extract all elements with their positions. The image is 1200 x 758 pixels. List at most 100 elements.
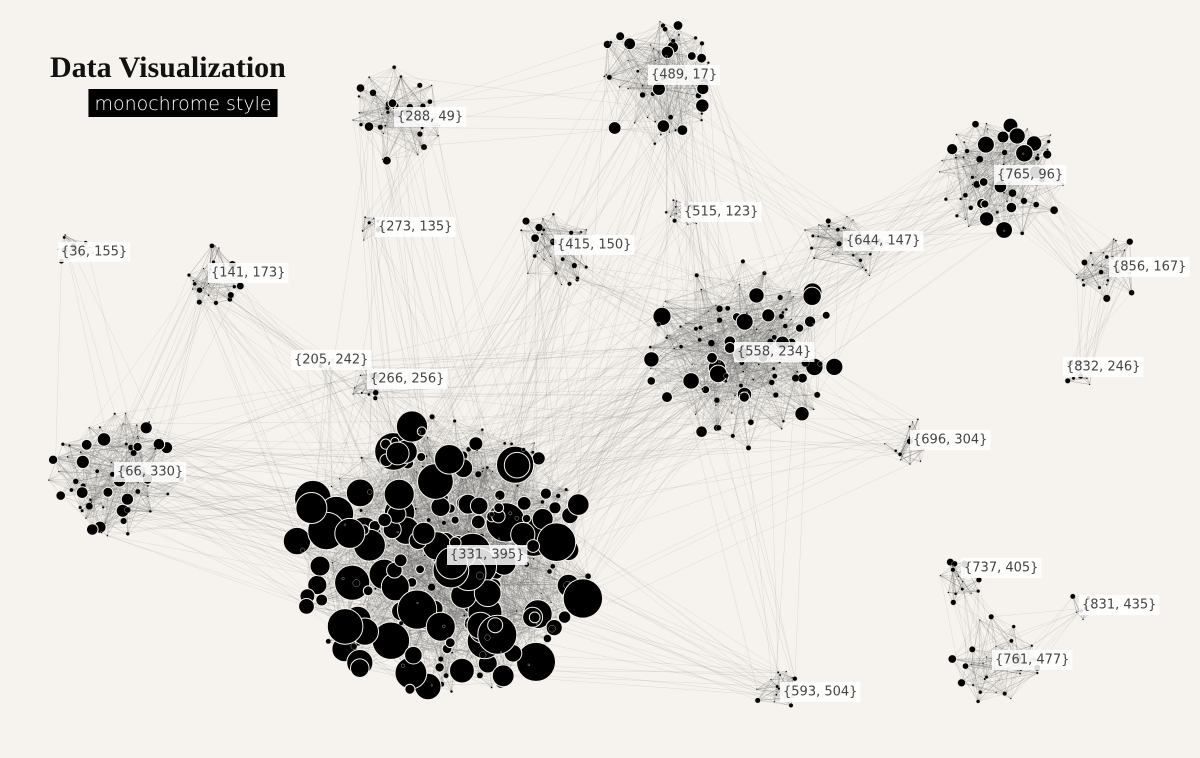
edge <box>634 21 661 123</box>
edge <box>1006 183 1010 202</box>
edge <box>626 47 676 131</box>
edge <box>360 88 362 125</box>
edge <box>677 82 683 131</box>
edge <box>375 95 382 115</box>
edge <box>609 25 664 78</box>
edge <box>604 76 615 129</box>
edge <box>363 218 374 241</box>
edge <box>609 29 666 78</box>
edge <box>359 77 401 113</box>
edge <box>550 256 578 279</box>
edge <box>666 212 677 214</box>
edge <box>527 214 554 274</box>
edge <box>965 195 969 227</box>
edge <box>634 44 651 123</box>
edge <box>363 217 366 241</box>
edge <box>1006 201 1055 211</box>
edge <box>1037 141 1049 155</box>
edge <box>670 95 699 118</box>
edge <box>541 234 551 257</box>
edge <box>952 149 969 227</box>
edge <box>984 143 1003 223</box>
edge <box>363 222 370 241</box>
edge <box>534 255 570 284</box>
edge <box>542 218 562 285</box>
edge <box>955 154 980 160</box>
edge <box>362 217 366 231</box>
edge <box>962 166 985 223</box>
edge <box>627 60 664 127</box>
edge <box>380 67 395 128</box>
edge <box>534 214 554 239</box>
edge <box>609 77 659 89</box>
edge <box>369 77 418 155</box>
edge <box>604 25 664 77</box>
edge <box>955 157 980 160</box>
edge <box>544 246 551 257</box>
edge <box>610 42 648 118</box>
edge <box>417 135 439 155</box>
edge <box>634 52 659 123</box>
edge <box>607 44 610 78</box>
edge <box>960 198 966 220</box>
edge <box>669 82 678 133</box>
edge <box>945 123 987 200</box>
edge <box>423 125 440 148</box>
edge <box>525 214 554 222</box>
edge <box>359 112 381 128</box>
edge <box>972 135 1018 185</box>
edge <box>380 127 423 129</box>
edge <box>358 96 422 146</box>
edge <box>664 29 692 57</box>
edge <box>360 103 389 125</box>
edge <box>662 25 692 57</box>
edge <box>359 112 420 135</box>
edge <box>653 48 656 61</box>
edge <box>360 107 388 125</box>
edge <box>634 71 638 123</box>
edge <box>607 44 610 78</box>
edge <box>614 48 654 129</box>
edge <box>658 38 670 53</box>
edge <box>358 96 370 127</box>
edge <box>658 88 702 121</box>
edge <box>960 143 1018 200</box>
edge <box>956 128 988 135</box>
edge <box>358 76 401 97</box>
edge <box>542 218 546 248</box>
edge <box>607 44 655 144</box>
edge <box>941 124 976 161</box>
edge <box>650 44 683 131</box>
edge <box>569 266 587 284</box>
edge <box>945 159 980 200</box>
edge <box>673 40 683 131</box>
edge <box>614 127 661 135</box>
edge <box>527 214 554 274</box>
edge <box>544 246 570 284</box>
edge <box>368 126 383 160</box>
edge <box>543 214 554 260</box>
edge <box>542 218 553 242</box>
edge <box>666 200 674 213</box>
edge <box>670 206 676 217</box>
edge <box>525 221 529 274</box>
edge <box>963 157 976 178</box>
edge <box>541 232 581 235</box>
edge <box>1022 204 1037 234</box>
edge <box>607 25 664 45</box>
edge <box>544 246 578 280</box>
edge <box>626 47 685 68</box>
edge <box>1022 149 1048 234</box>
edge <box>543 229 562 285</box>
edge <box>362 217 366 231</box>
edge <box>360 95 376 125</box>
edge <box>606 25 679 75</box>
edge <box>984 143 1003 223</box>
edge <box>527 241 554 274</box>
edge <box>358 96 421 135</box>
edge <box>610 42 643 96</box>
edge <box>541 234 551 257</box>
edge <box>956 204 1037 216</box>
edge <box>670 206 676 217</box>
